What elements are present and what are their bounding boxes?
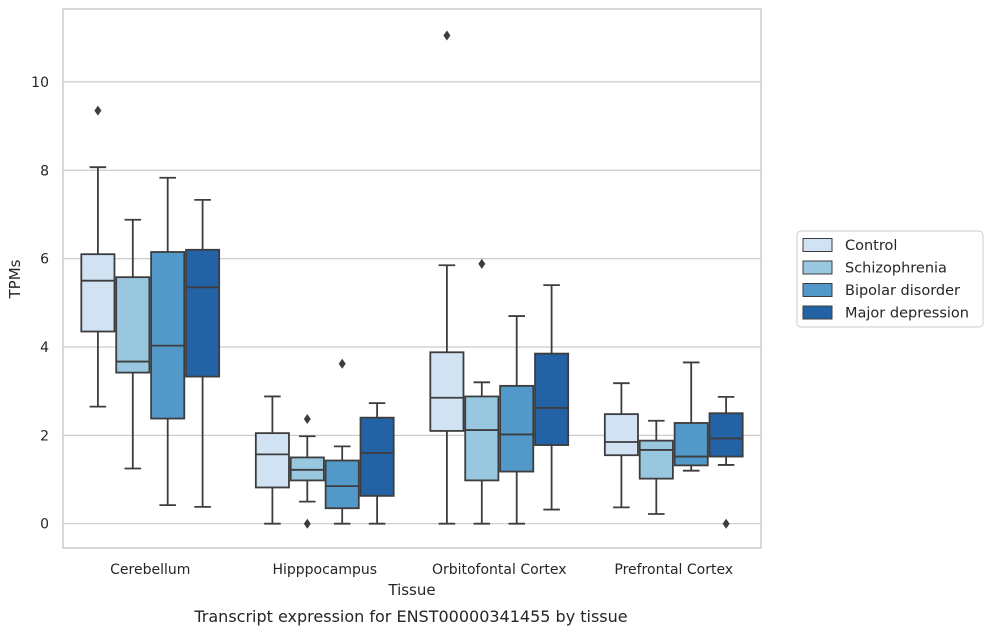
outlier-point: [94, 105, 102, 116]
x-tick-label: Orbitofontal Cortex: [432, 562, 567, 578]
box-body: [80, 253, 116, 333]
chart-caption: Transcript expression for ENST0000034145…: [193, 607, 627, 626]
box-body: [603, 413, 639, 457]
legend-label: Bipolar disorder: [845, 283, 960, 299]
box-2-0: [150, 176, 186, 507]
box-3-1: [359, 402, 395, 525]
outlier-point: [338, 358, 346, 369]
legend: Control Schizophrenia Bipolar disorder Majo…: [796, 230, 984, 328]
outlier-point: [722, 518, 730, 529]
outlier-point: [303, 413, 311, 424]
x-tick-label: Prefrontal Cortex: [614, 562, 733, 578]
x-tick-label: Cerebellum: [110, 562, 190, 578]
x-axis-label: Tissue: [387, 581, 435, 599]
box-3-2: [534, 284, 570, 511]
box-body: [429, 351, 465, 432]
boxes: [80, 30, 744, 529]
y-axis-ticks: 0 2 4 6 8 10: [31, 75, 49, 533]
box-0-1: [254, 395, 290, 525]
box-0-2: [429, 30, 465, 525]
box-body: [150, 251, 186, 420]
box-body: [638, 439, 674, 480]
y-axis-label: TPMs: [6, 259, 24, 299]
y-tick-label: 10: [31, 75, 49, 91]
box-3-0: [185, 198, 221, 508]
y-tick-label: 0: [40, 517, 49, 533]
box-2-1: [324, 358, 360, 525]
outlier-point: [443, 30, 451, 41]
box-body: [464, 395, 500, 482]
box-0-0: [80, 105, 116, 408]
legend-swatch: [802, 283, 833, 297]
box-body: [254, 432, 290, 489]
y-tick-label: 8: [40, 163, 49, 179]
y-tick-label: 4: [40, 340, 49, 356]
y-tick-label: 2: [40, 428, 49, 444]
legend-label: Schizophrenia: [845, 261, 947, 277]
box-body: [534, 352, 570, 446]
legend-swatch: [802, 238, 833, 252]
x-tick-label: Hipppocampus: [272, 562, 377, 578]
box-1-2: [464, 258, 500, 525]
box-body: [673, 422, 709, 467]
box-body: [185, 248, 221, 378]
box-body: [324, 459, 360, 510]
box-3-3: [708, 396, 744, 529]
legend-frame: [796, 230, 984, 328]
box-body: [499, 384, 535, 473]
plot-frame: [62, 8, 762, 549]
legend-label: Control: [845, 238, 897, 254]
outlier-point: [478, 258, 486, 269]
legend-swatch: [802, 305, 833, 320]
box-1-3: [638, 419, 674, 515]
box-body: [708, 412, 744, 458]
y-tick-label: 6: [40, 252, 49, 268]
legend-label: Major depression: [845, 306, 969, 322]
box-2-2: [499, 315, 535, 525]
box-0-3: [603, 382, 639, 509]
outlier-point: [303, 518, 311, 529]
box-1-0: [115, 218, 151, 470]
legend-swatch: [802, 260, 833, 275]
box-body: [359, 416, 395, 497]
box-body: [115, 276, 151, 374]
box-2-3: [673, 361, 709, 472]
x-axis-ticks: Cerebellum Hipppocampus Orbitofontal Corte…: [110, 562, 733, 578]
box-1-1: [289, 413, 325, 529]
